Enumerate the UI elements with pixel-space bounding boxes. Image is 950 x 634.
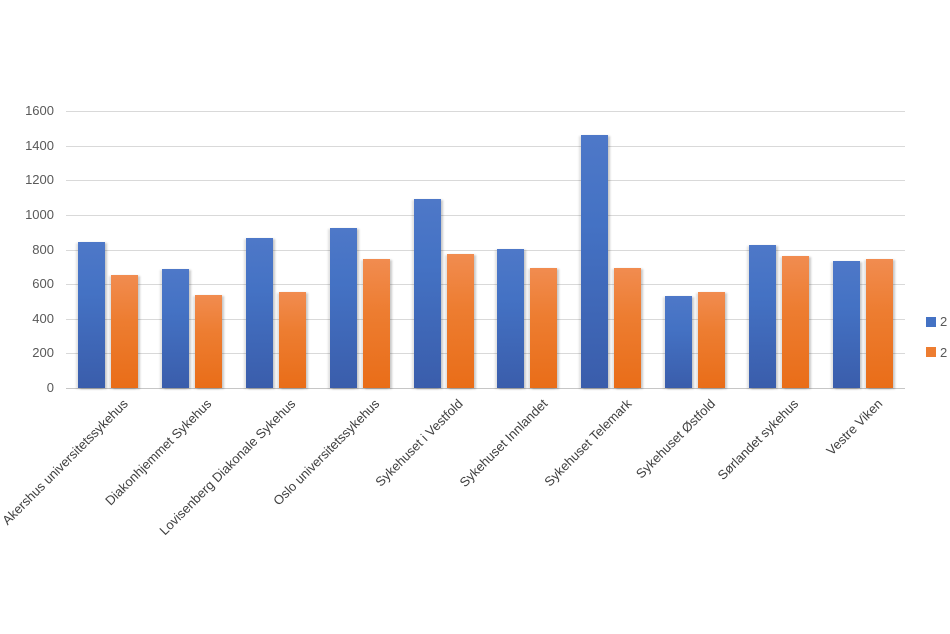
gridline-1000 [66, 214, 905, 216]
legend-swatch-series2 [926, 347, 936, 357]
gridline-1600 [66, 111, 905, 112]
bar-series2-lovisenberg-diakonale-sykehus[interactable] [279, 292, 306, 388]
bar-series2-sykehuset-telemark[interactable] [614, 268, 641, 388]
bar-series2-s-rlandet-sykehus[interactable] [782, 256, 809, 388]
legend-label-series2: 2 [940, 344, 948, 360]
x-axis-line [66, 388, 905, 389]
bar-series2-diakonhjemmet-sykehus[interactable] [195, 295, 222, 388]
gridline-1400 [66, 145, 905, 147]
legend-item-series1[interactable]: 2 [926, 314, 947, 329]
y-tick-label-400: 400 [32, 310, 54, 326]
y-tick-label-1600: 1600 [25, 103, 54, 118]
x-axis-label-sykehuset-i-vestfold: Sykehuset i Vestfold [372, 396, 467, 490]
gridline-600 [66, 284, 905, 286]
bar-series1-lovisenberg-diakonale-sykehus[interactable] [246, 238, 273, 388]
bar-series2-sykehuset-i-vestfold[interactable] [447, 254, 474, 388]
bar-series1-sykehuset-innlandet[interactable] [497, 249, 524, 388]
y-tick-label-600: 600 [32, 276, 54, 292]
x-axis-label-sykehuset-innlandet: Sykehuset Innlandet [456, 396, 551, 490]
bar-series1-sykehuset-i-vestfold[interactable] [414, 199, 441, 388]
bar-series2-oslo-universitetssykehus[interactable] [363, 259, 390, 388]
gridline-400 [66, 318, 905, 320]
y-tick-label-1200: 1200 [25, 172, 54, 188]
bar-series1-sykehuset-telemark[interactable] [581, 135, 608, 388]
x-axis-label-vestre-viken: Vestre Viken [823, 396, 886, 459]
y-tick-label-1400: 1400 [25, 137, 54, 153]
x-axis-label-sykehuset-stfold: Sykehuset Østfold [632, 396, 718, 482]
y-tick-label-200: 200 [32, 345, 54, 361]
bar-series2-vestre-viken[interactable] [866, 259, 893, 388]
legend-swatch-series1 [926, 316, 936, 327]
bar-series1-diakonhjemmet-sykehus[interactable] [162, 269, 189, 388]
bar-series1-akershus-universitetssykehus[interactable] [78, 242, 105, 388]
y-tick-label-0: 0 [46, 380, 54, 395]
gridline-1200 [66, 180, 905, 182]
bar-series2-akershus-universitetssykehus[interactable] [111, 275, 138, 388]
x-axis-label-akershus-universitetssykehus: Akershus universitetssykehus [0, 396, 131, 528]
bar-series2-sykehuset-stfold[interactable] [698, 292, 725, 388]
gridline-200 [66, 353, 905, 355]
y-tick-label-1000: 1000 [25, 206, 54, 222]
bar-series1-s-rlandet-sykehus[interactable] [749, 245, 776, 388]
x-axis-label-lovisenberg-diakonale-sykehus: Lovisenberg Diakonale Sykehus [156, 396, 299, 538]
legend-label-series1: 2 [940, 314, 948, 329]
gridline-800 [66, 249, 905, 251]
x-axis-label-sykehuset-telemark: Sykehuset Telemark [540, 396, 634, 490]
x-axis-label-s-rlandet-sykehus: Sørlandet sykehus [715, 396, 802, 483]
bar-series1-oslo-universitetssykehus[interactable] [330, 228, 357, 388]
bar-series2-sykehuset-innlandet[interactable] [530, 268, 557, 388]
bar-series1-vestre-viken[interactable] [833, 261, 860, 388]
y-tick-label-800: 800 [32, 241, 54, 257]
legend-item-series2[interactable]: 2 [926, 345, 947, 360]
plot-area [66, 111, 905, 389]
bar-series1-sykehuset-stfold[interactable] [665, 296, 692, 388]
